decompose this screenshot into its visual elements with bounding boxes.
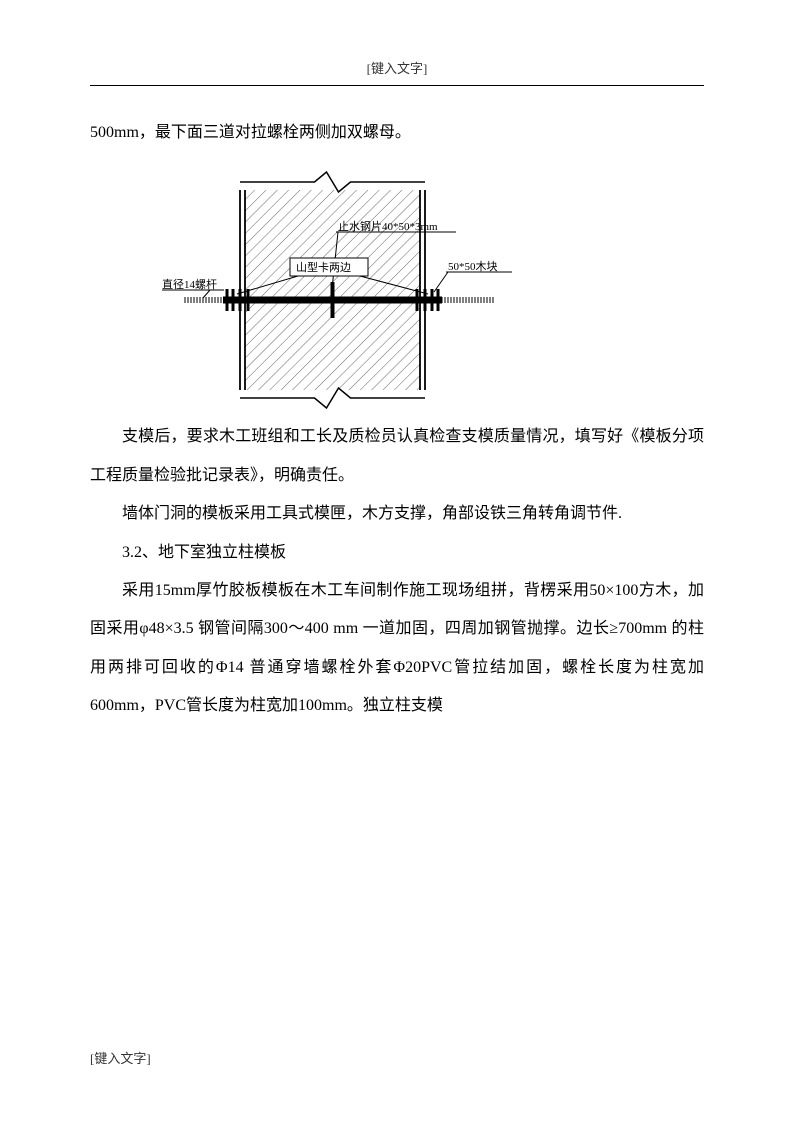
section-heading-3-2: 3.2、地下室独立柱模板 xyxy=(90,534,704,572)
svg-text:山型卡两边: 山型卡两边 xyxy=(296,260,351,274)
svg-text:止水钢片40*50*3mm: 止水钢片40*50*3mm xyxy=(338,220,438,233)
paragraph-2: 墙体门洞的模板采用工具式模匣，木方支撑，角部设铁三角转角调节件. xyxy=(90,495,704,533)
header-placeholder: [键入文字] xyxy=(90,58,704,77)
svg-text:直径14螺杆: 直径14螺杆 xyxy=(162,277,217,291)
top-line: 500mm，最下面三道对拉螺栓两侧加双螺母。 xyxy=(90,114,704,152)
header-rule xyxy=(90,85,704,86)
footer-placeholder: [键入文字] xyxy=(90,1048,151,1067)
svg-text:50*50木块: 50*50木块 xyxy=(448,260,498,273)
paragraph-4: 采用15mm厚竹胶板模板在木工车间制作施工现场组拼，背楞采用50×100方木，加… xyxy=(90,572,704,726)
paragraph-1: 支模后，要求木工班组和工长及质检员认真检查支模质量情况，填写好《模板分项工程质量… xyxy=(90,418,704,495)
bolt-section-diagram: 直径14螺杆 止水钢片40*50*3mm 山型卡两边 50*50木块 xyxy=(160,160,520,410)
